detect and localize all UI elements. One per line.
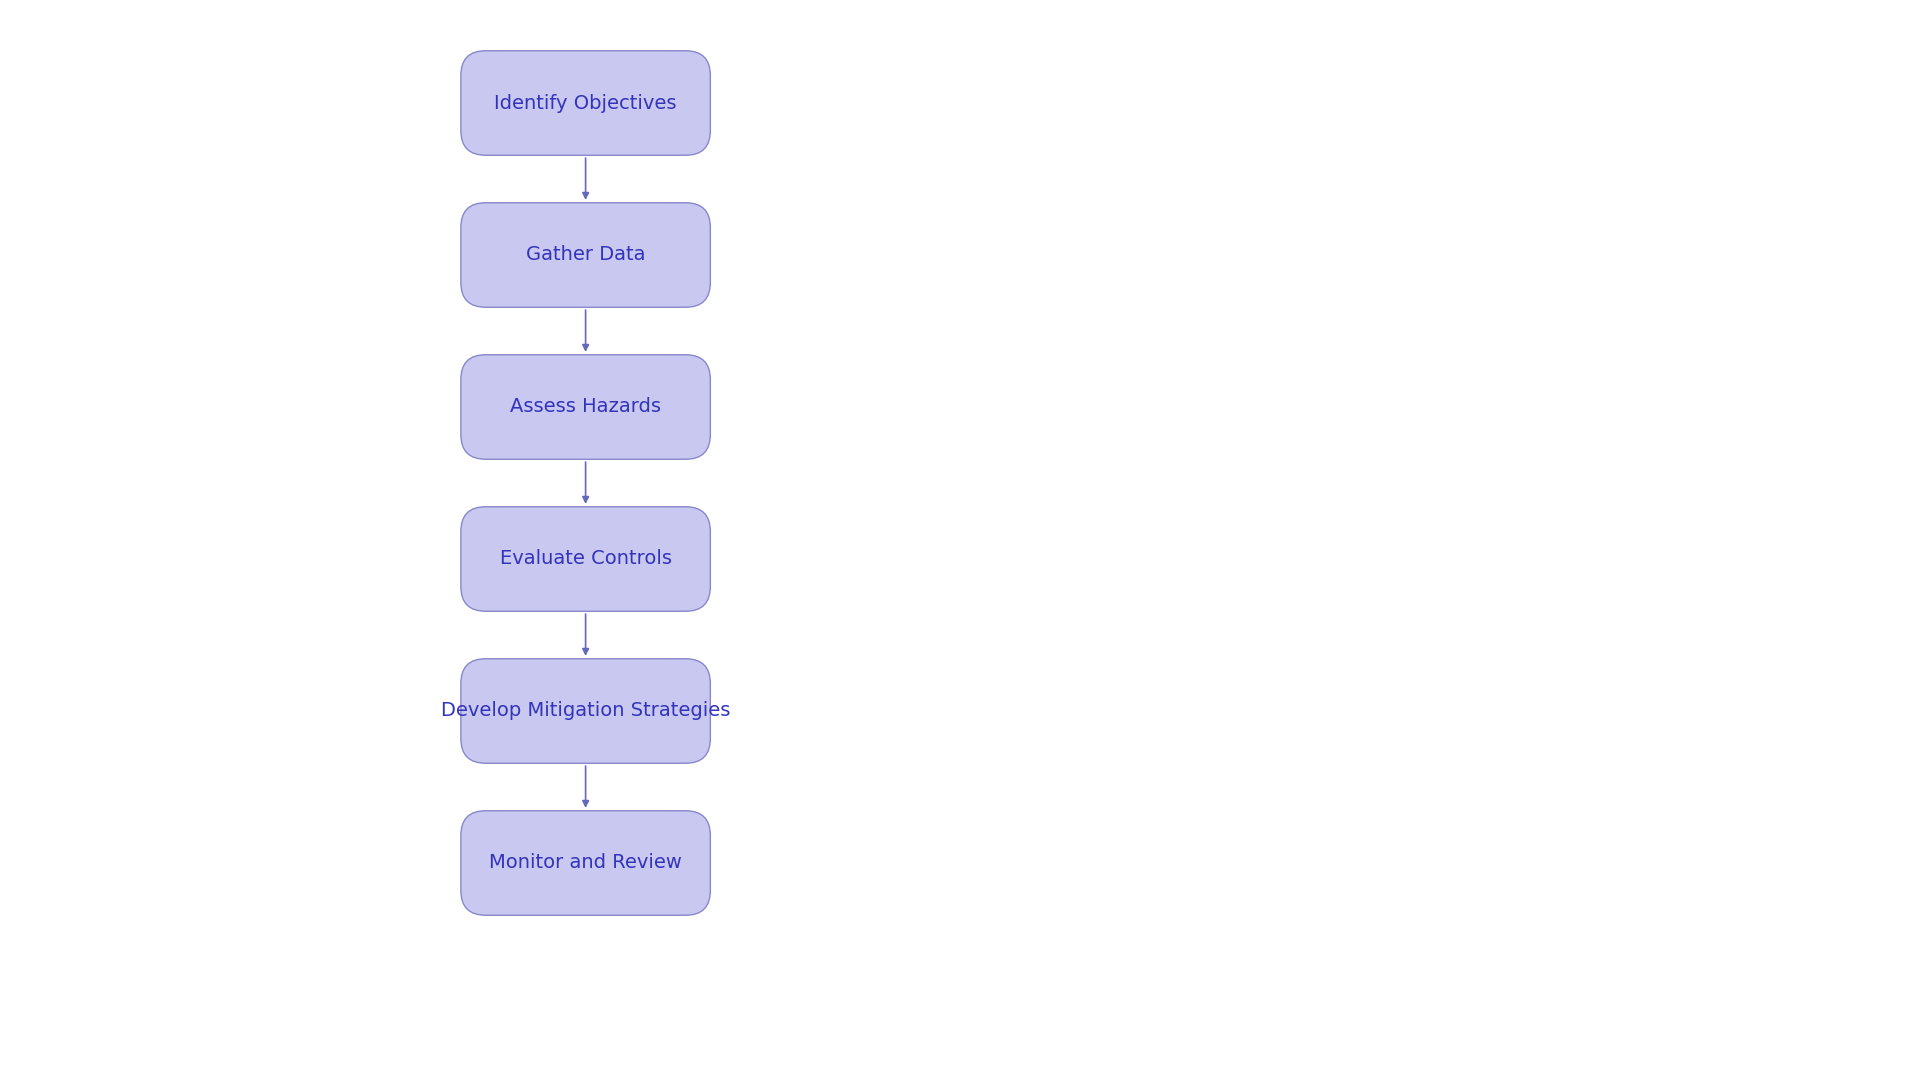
Text: Monitor and Review: Monitor and Review (490, 853, 682, 873)
FancyBboxPatch shape (461, 203, 710, 308)
Text: Gather Data: Gather Data (526, 246, 645, 264)
Text: Assess Hazards: Assess Hazards (511, 397, 660, 417)
FancyBboxPatch shape (461, 658, 710, 764)
Text: Identify Objectives: Identify Objectives (493, 93, 678, 113)
FancyBboxPatch shape (461, 355, 710, 459)
FancyBboxPatch shape (461, 507, 710, 611)
FancyBboxPatch shape (461, 811, 710, 915)
FancyBboxPatch shape (461, 51, 710, 155)
Text: Develop Mitigation Strategies: Develop Mitigation Strategies (442, 702, 730, 720)
Text: Evaluate Controls: Evaluate Controls (499, 549, 672, 569)
